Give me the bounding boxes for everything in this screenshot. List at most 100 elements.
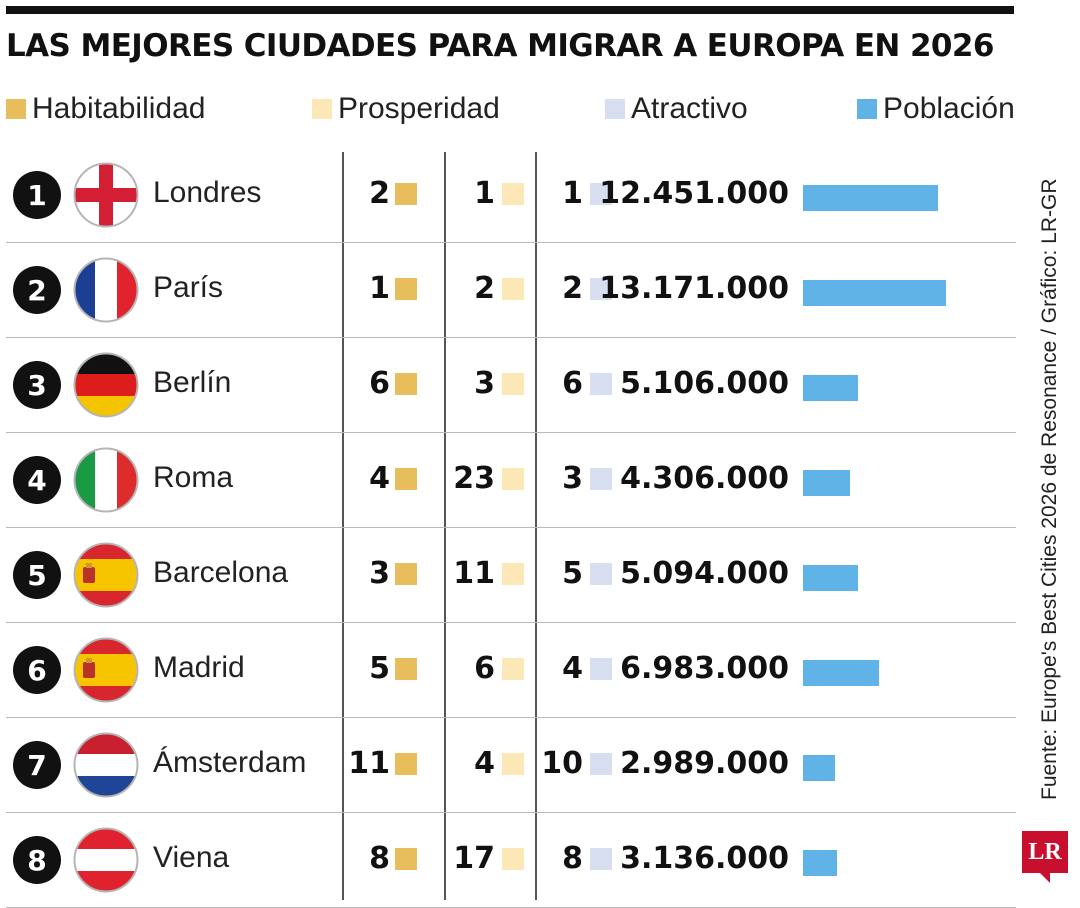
rank-number: 1 xyxy=(27,178,47,212)
table-row: 8 Viena 8 17 8 3.136.000 xyxy=(0,813,1016,908)
legend-swatch-poblacion xyxy=(857,99,877,119)
prosperidad-marker xyxy=(502,563,524,585)
city-name: Barcelona xyxy=(153,556,289,589)
legend-label-atractivo: Atractivo xyxy=(631,92,748,125)
row-divider xyxy=(6,432,1016,433)
atractivo-value: 1 xyxy=(562,176,583,211)
atractivo-marker xyxy=(590,848,612,870)
city-name: Berlín xyxy=(153,366,232,399)
prosperidad-value: 17 xyxy=(453,841,495,876)
city-name: Ámsterdam xyxy=(153,746,307,779)
atractivo-marker xyxy=(590,278,612,300)
logo-text: LR xyxy=(1028,838,1062,865)
row-divider xyxy=(6,527,1016,528)
atractivo-marker xyxy=(590,468,612,490)
germany-flag-icon xyxy=(73,352,139,418)
poblacion-bar xyxy=(803,850,837,876)
city-name: París xyxy=(153,271,224,304)
table-row: 4 Roma 4 23 3 4.306.000 xyxy=(0,433,1016,528)
legend-swatch-habitabilidad xyxy=(6,99,26,119)
table-row: 5 Barcelona 3 11 5 5.094.000 xyxy=(0,528,1016,623)
legend-item-prosperidad: Prosperidad xyxy=(312,92,500,126)
prosperidad-value: 2 xyxy=(474,271,495,306)
habitabilidad-marker xyxy=(395,563,417,585)
prosperidad-value: 3 xyxy=(474,366,495,401)
habitabilidad-value: 3 xyxy=(369,556,390,591)
legend-label-habitabilidad: Habitabilidad xyxy=(32,92,206,125)
prosperidad-marker xyxy=(502,753,524,775)
poblacion-value: 12.451.000 xyxy=(599,176,789,211)
poblacion-value: 5.094.000 xyxy=(620,556,789,591)
atractivo-value: 10 xyxy=(541,746,583,781)
row-divider xyxy=(6,717,1016,718)
poblacion-value: 6.983.000 xyxy=(620,651,789,686)
rank-number: 8 xyxy=(27,843,47,877)
atractivo-marker xyxy=(590,753,612,775)
rank-badge: 3 xyxy=(13,361,61,409)
prosperidad-marker xyxy=(502,183,524,205)
poblacion-bar xyxy=(803,470,850,496)
atractivo-marker xyxy=(590,373,612,395)
habitabilidad-marker xyxy=(395,373,417,395)
atractivo-marker xyxy=(590,563,612,585)
poblacion-value: 4.306.000 xyxy=(620,461,789,496)
prosperidad-value: 1 xyxy=(474,176,495,211)
chart-title: LAS MEJORES CIUDADES PARA MIGRAR A EUROP… xyxy=(6,28,994,64)
city-name: Roma xyxy=(153,461,234,494)
legend-label-prosperidad: Prosperidad xyxy=(338,92,500,125)
column-divider xyxy=(342,152,344,900)
habitabilidad-marker xyxy=(395,658,417,680)
england-flag-icon xyxy=(73,162,139,228)
prosperidad-marker xyxy=(502,468,524,490)
spain-flag-icon xyxy=(73,637,139,703)
atractivo-value: 3 xyxy=(562,461,583,496)
table-row: 3 Berlín 6 3 6 5.106.000 xyxy=(0,338,1016,433)
row-divider xyxy=(6,242,1016,243)
prosperidad-value: 11 xyxy=(453,556,495,591)
atractivo-value: 8 xyxy=(562,841,583,876)
table-row: 1 Londres 2 1 1 12.451.000 xyxy=(0,148,1016,243)
poblacion-value: 2.989.000 xyxy=(620,746,789,781)
rank-number: 2 xyxy=(27,273,47,307)
habitabilidad-value: 6 xyxy=(369,366,390,401)
column-divider xyxy=(535,152,537,900)
atractivo-value: 6 xyxy=(562,366,583,401)
rank-badge: 5 xyxy=(13,551,61,599)
habitabilidad-marker xyxy=(395,183,417,205)
habitabilidad-value: 1 xyxy=(369,271,390,306)
city-name: Madrid xyxy=(153,651,245,684)
prosperidad-marker xyxy=(502,373,524,395)
prosperidad-value: 23 xyxy=(453,461,495,496)
rank-badge: 8 xyxy=(13,836,61,884)
rank-number: 3 xyxy=(27,368,47,402)
legend-swatch-prosperidad xyxy=(312,99,332,119)
atractivo-marker xyxy=(590,658,612,680)
legend-item-poblacion: Población xyxy=(857,92,1015,126)
row-divider xyxy=(6,812,1016,813)
prosperidad-value: 6 xyxy=(474,651,495,686)
france-flag-icon xyxy=(73,257,139,323)
habitabilidad-marker xyxy=(395,753,417,775)
habitabilidad-value: 2 xyxy=(369,176,390,211)
prosperidad-marker xyxy=(502,658,524,680)
habitabilidad-value: 4 xyxy=(369,461,390,496)
prosperidad-marker xyxy=(502,278,524,300)
table-row: 7 Ámsterdam 11 4 10 2.989.000 xyxy=(0,718,1016,813)
atractivo-value: 5 xyxy=(562,556,583,591)
poblacion-bar xyxy=(803,280,946,306)
habitabilidad-value: 11 xyxy=(348,746,390,781)
legend-item-habitabilidad: Habitabilidad xyxy=(6,92,205,126)
row-divider xyxy=(6,337,1016,338)
rank-badge: 2 xyxy=(13,266,61,314)
habitabilidad-marker xyxy=(395,468,417,490)
habitabilidad-marker xyxy=(395,848,417,870)
poblacion-value: 13.171.000 xyxy=(599,271,789,306)
legend-item-atractivo: Atractivo xyxy=(605,92,748,126)
legend-label-poblacion: Población xyxy=(883,92,1015,125)
row-divider xyxy=(6,622,1016,623)
legend-swatch-atractivo xyxy=(605,99,625,119)
netherlands-flag-icon xyxy=(73,732,139,798)
prosperidad-marker xyxy=(502,848,524,870)
top-rule xyxy=(6,6,1014,14)
rank-badge: 4 xyxy=(13,456,61,504)
